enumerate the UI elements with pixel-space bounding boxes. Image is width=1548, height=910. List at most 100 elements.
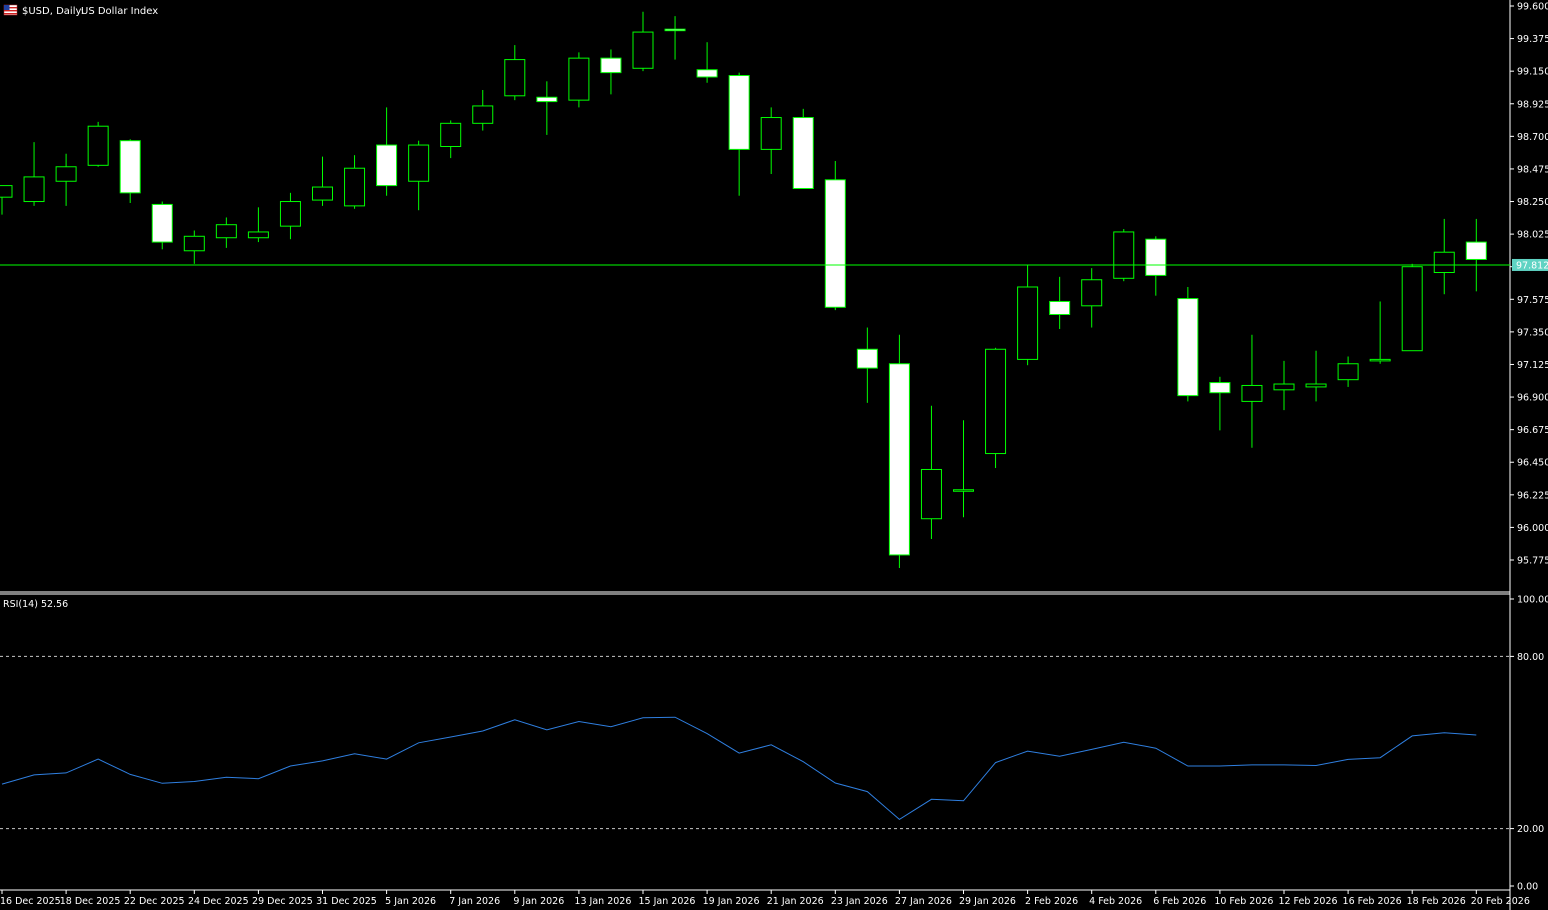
candle-series bbox=[0, 11, 1487, 568]
candle-body bbox=[1049, 300, 1071, 316]
price-tick-label: 97.125 bbox=[1517, 360, 1548, 371]
date-tick-label: 19 Jan 2026 bbox=[703, 896, 760, 907]
candle bbox=[55, 153, 77, 206]
candle bbox=[632, 11, 654, 72]
candle bbox=[568, 52, 590, 108]
candle bbox=[1017, 265, 1039, 366]
candle-body bbox=[55, 166, 77, 182]
candle bbox=[1465, 218, 1487, 292]
date-tick-label: 2 Feb 2026 bbox=[1025, 896, 1078, 907]
date-tick-label: 20 Feb 2026 bbox=[1471, 896, 1530, 907]
candle-body bbox=[183, 235, 205, 252]
candle-body bbox=[279, 201, 301, 227]
candle-body bbox=[728, 75, 750, 150]
candle-body bbox=[920, 468, 942, 520]
candle bbox=[792, 108, 814, 189]
candle bbox=[1049, 276, 1071, 329]
candle-body bbox=[985, 348, 1007, 455]
candle-body bbox=[0, 185, 13, 198]
candle bbox=[408, 140, 430, 211]
candle-body bbox=[344, 167, 366, 207]
candle bbox=[1209, 376, 1231, 431]
candle bbox=[1273, 360, 1295, 411]
current-price-label: 97.812 bbox=[1516, 260, 1548, 271]
price-tick-label: 98.025 bbox=[1517, 230, 1548, 241]
candle-body bbox=[504, 59, 526, 97]
candle-body bbox=[408, 144, 430, 182]
candle-body bbox=[1433, 251, 1455, 273]
rsi-axis: 100.00 80.00 20.00 0.00 bbox=[1510, 595, 1548, 893]
candle bbox=[1241, 334, 1263, 448]
candle bbox=[536, 81, 558, 135]
chart-description: US Dollar Index bbox=[81, 6, 158, 17]
date-tick-label: 29 Dec 2025 bbox=[252, 896, 313, 907]
date-tick-label: 13 Jan 2026 bbox=[574, 896, 631, 907]
candle-body bbox=[1145, 238, 1167, 276]
candle-body bbox=[1241, 384, 1263, 402]
rsi-tick-label: 100.00 bbox=[1517, 595, 1548, 606]
current-price-label-bg bbox=[1512, 258, 1548, 271]
price-tick-label: 96.000 bbox=[1517, 523, 1548, 534]
date-tick-label: 29 Jan 2026 bbox=[959, 896, 1016, 907]
candle-body bbox=[888, 363, 910, 556]
candle bbox=[824, 160, 846, 311]
chart-header: $USD, Daily: US Dollar Index bbox=[3, 4, 158, 17]
candle-body bbox=[1401, 266, 1423, 352]
candle-body bbox=[664, 28, 686, 32]
candle bbox=[215, 217, 237, 248]
candle-body bbox=[1113, 231, 1135, 279]
candle bbox=[856, 327, 878, 403]
candle-body bbox=[215, 224, 237, 239]
candle bbox=[119, 139, 141, 203]
candle bbox=[664, 16, 686, 60]
candle-body bbox=[953, 489, 974, 492]
date-tick-label: 27 Jan 2026 bbox=[895, 896, 952, 907]
date-tick-label: 4 Feb 2026 bbox=[1089, 896, 1142, 907]
candle-body bbox=[1305, 383, 1327, 388]
candle bbox=[920, 405, 942, 539]
candle bbox=[440, 120, 462, 159]
candle bbox=[23, 142, 45, 206]
candle bbox=[504, 45, 526, 101]
candle bbox=[953, 420, 974, 518]
price-tick-label: 96.450 bbox=[1517, 458, 1548, 469]
candle-body bbox=[1369, 358, 1391, 362]
candle bbox=[279, 192, 301, 240]
candle-body bbox=[247, 231, 269, 239]
candle bbox=[183, 230, 205, 264]
candle-body bbox=[632, 31, 654, 69]
candle-body bbox=[696, 69, 718, 78]
date-tick-label: 10 Feb 2026 bbox=[1214, 896, 1273, 907]
candle-body bbox=[600, 57, 622, 74]
candle-body bbox=[1465, 241, 1487, 260]
date-tick-label: 7 Jan 2026 bbox=[449, 896, 500, 907]
candle bbox=[760, 107, 782, 175]
candle bbox=[344, 155, 366, 209]
candle bbox=[600, 49, 622, 95]
candle bbox=[985, 347, 1007, 469]
candle bbox=[1305, 350, 1327, 402]
price-axis: 99.600 99.375 99.150 98.925 98.700 98.475 98.2… bbox=[1510, 2, 1548, 567]
candle-body bbox=[440, 122, 462, 147]
candle bbox=[1113, 229, 1135, 282]
candle bbox=[376, 107, 398, 196]
candle-body bbox=[312, 186, 333, 201]
candle bbox=[151, 201, 173, 250]
price-tick-label: 96.675 bbox=[1517, 425, 1548, 436]
candle bbox=[312, 156, 333, 206]
date-tick-label: 12 Feb 2026 bbox=[1278, 896, 1337, 907]
candle bbox=[1369, 301, 1391, 364]
candle-body bbox=[1177, 298, 1199, 397]
date-tick-label: 9 Jan 2026 bbox=[513, 896, 564, 907]
candle-body bbox=[1017, 286, 1039, 360]
candle bbox=[888, 334, 910, 568]
candle-body bbox=[151, 203, 173, 243]
candle bbox=[1177, 286, 1199, 402]
rsi-line bbox=[1, 716, 1477, 821]
chart-symbol: $USD, Daily: bbox=[22, 6, 84, 17]
candle-body bbox=[824, 179, 846, 308]
date-tick-label: 21 Jan 2026 bbox=[767, 896, 824, 907]
date-tick-label: 5 Jan 2026 bbox=[385, 896, 436, 907]
price-tick-label: 98.700 bbox=[1517, 132, 1548, 143]
